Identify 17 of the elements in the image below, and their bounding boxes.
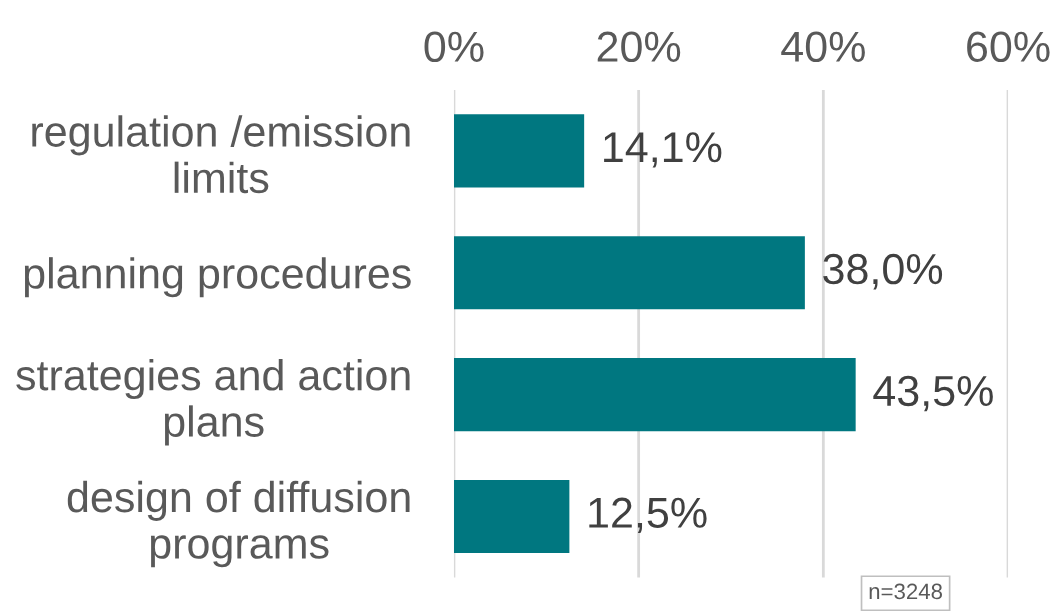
x-tick-label: 60%	[967, 31, 1050, 63]
data-label: 12,5%	[589, 497, 707, 534]
text: n=3248	[869, 583, 942, 600]
data-label: 14,1%	[604, 132, 722, 168]
bar	[453, 358, 856, 432]
x-tick-label: 0%	[424, 31, 484, 63]
y-tick-label: regulation /emission limits	[32, 115, 410, 194]
data-label: 43,5%	[873, 375, 993, 412]
data-label: 38,0%	[823, 253, 943, 290]
bar	[453, 236, 805, 310]
bar	[453, 479, 570, 554]
y-tick-label: strategies and action plans	[16, 358, 410, 446]
y-tick-label: design of diffusion programs	[67, 480, 410, 568]
y-tick-label: planning procedures	[24, 257, 411, 298]
bar	[453, 114, 585, 188]
x-tick-label: 20%	[597, 31, 681, 63]
x-tick-label: 40%	[781, 31, 865, 63]
